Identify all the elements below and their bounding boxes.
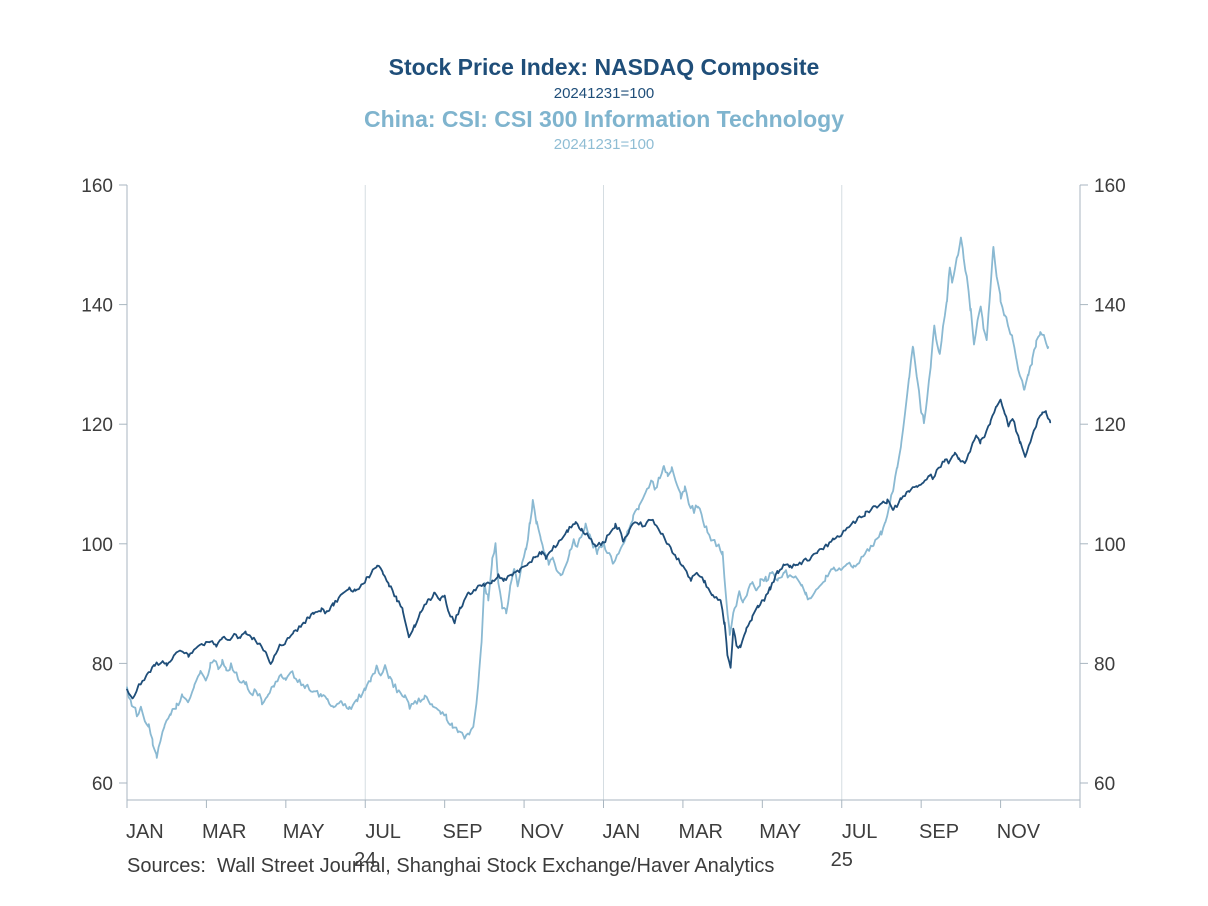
y-axis-label-right: 80 (1094, 654, 1115, 675)
csi-300-it-line (126, 236, 1050, 759)
x-axis-label: MAY (283, 821, 325, 843)
y-axis-label-left: 100 (81, 535, 113, 556)
x-axis-label: NOV (997, 821, 1041, 843)
x-axis-label: JAN (126, 821, 164, 843)
x-axis-label: JAN (602, 821, 640, 843)
chart-title-secondary: China: CSI: CSI 300 Information Technolo… (363, 106, 845, 133)
x-axis-label: MAY (759, 821, 801, 843)
y-axis-label-right: 120 (1094, 415, 1126, 436)
x-axis-label: JUL (842, 821, 878, 843)
nasdaq-composite-line (126, 398, 1052, 700)
y-axis-label-right: 140 (1094, 296, 1126, 317)
chart-title-block: Stock Price Index: NASDAQ Composite 2024… (0, 54, 1208, 153)
chart-title-primary: Stock Price Index: NASDAQ Composite (388, 54, 820, 80)
y-axis-label-left: 140 (81, 296, 113, 317)
x-axis-label: SEP (919, 821, 959, 843)
y-axis-label-right: 160 (1094, 176, 1126, 197)
year-label: 25 (831, 849, 853, 871)
x-axis-label: MAR (679, 821, 723, 843)
y-axis-label-left: 120 (81, 415, 113, 436)
x-axis-label: MAR (202, 821, 246, 843)
source-note: Sources: Wall Street Journal, Shanghai S… (127, 855, 775, 877)
x-axis-label: JUL (365, 821, 401, 843)
y-axis-label-left: 80 (92, 654, 113, 675)
y-axis-label-right: 60 (1094, 774, 1115, 795)
year-label: 24 (354, 849, 376, 871)
chart-subtitle-secondary: 20241231=100 (553, 135, 655, 153)
chart-subtitle-primary: 20241231=100 (553, 85, 655, 103)
y-axis-label-left: 60 (92, 774, 113, 795)
x-axis-label: SEP (443, 821, 483, 843)
x-axis-label: NOV (520, 821, 564, 843)
y-axis-label-left: 160 (81, 176, 113, 197)
y-axis-label-right: 100 (1094, 535, 1126, 556)
